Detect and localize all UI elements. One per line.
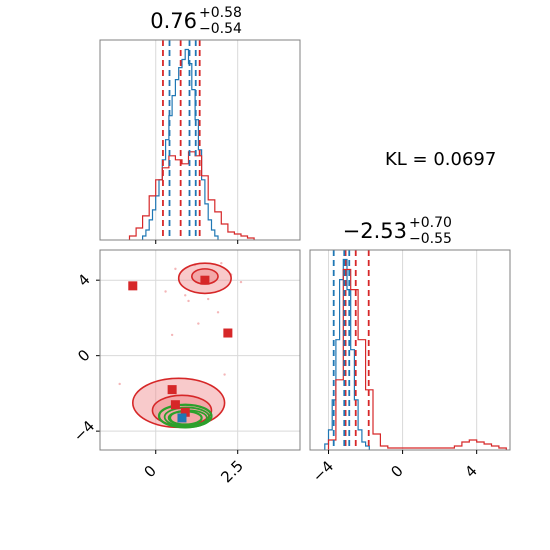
plot-area	[118, 262, 243, 429]
panel-bottom-right: −2.53 +0.70−0.55 −4 0 4	[309, 215, 511, 486]
panel-title-lower-error: −0.55	[409, 231, 452, 247]
plot-area	[324, 250, 507, 450]
green-contour-ring	[163, 406, 211, 428]
background-sample-dot	[184, 294, 187, 297]
background-sample-dot	[197, 322, 200, 325]
green-contour-ring	[158, 403, 213, 429]
panel-title-upper-error: +0.58	[199, 5, 242, 21]
panel-title-lower-error: −0.54	[199, 21, 242, 37]
y-tick-label: −4	[70, 417, 98, 445]
background-sample-dot	[206, 297, 210, 301]
kl-divergence-label: KL = 0.0697	[385, 149, 496, 170]
panel-top-left: 0.76 +0.58−0.54	[99, 5, 301, 244]
background-sample-dot	[164, 290, 167, 293]
background-sample-dot	[170, 333, 174, 337]
y-tick-label: 0	[74, 346, 93, 365]
x-tick-label: 0	[140, 462, 159, 481]
red-square-marker	[223, 328, 233, 338]
x-tick-label: 4	[461, 462, 480, 481]
red-histogram-series	[128, 151, 255, 240]
panel-bottom-left: −4 0 4 0 2.5	[70, 249, 301, 487]
blue-square-marker	[177, 413, 187, 423]
background-sample-dot	[174, 267, 177, 271]
x-tick-label: 0	[387, 462, 406, 481]
background-sample-dot	[223, 373, 226, 376]
red-square-marker	[128, 281, 138, 291]
blue-histogram-series	[324, 258, 370, 450]
background-sample-dot	[216, 311, 220, 314]
background-sample-dot	[118, 382, 121, 386]
panel-title-upper-error: +0.70	[409, 215, 452, 231]
background-sample-dot	[187, 299, 190, 303]
background-sample-dot	[239, 280, 243, 284]
red-square-marker	[180, 407, 190, 417]
panel-title-median: 0.76	[150, 9, 197, 33]
red-square-marker	[170, 400, 180, 410]
blue-histogram-series	[142, 48, 219, 240]
x-tick-label: 2.5	[217, 457, 247, 487]
plot-area	[128, 40, 255, 240]
panel-frame	[309, 249, 511, 451]
panel-frame	[99, 39, 301, 241]
red-histogram-series	[327, 268, 507, 450]
background-sample-dot	[220, 262, 223, 265]
red-square-marker	[167, 385, 177, 395]
red-square-marker	[200, 275, 210, 285]
panel-frame	[99, 249, 301, 451]
y-tick-label: 4	[74, 270, 93, 289]
x-tick-label: −4	[309, 457, 337, 485]
panel-title-median: −2.53	[343, 219, 407, 243]
